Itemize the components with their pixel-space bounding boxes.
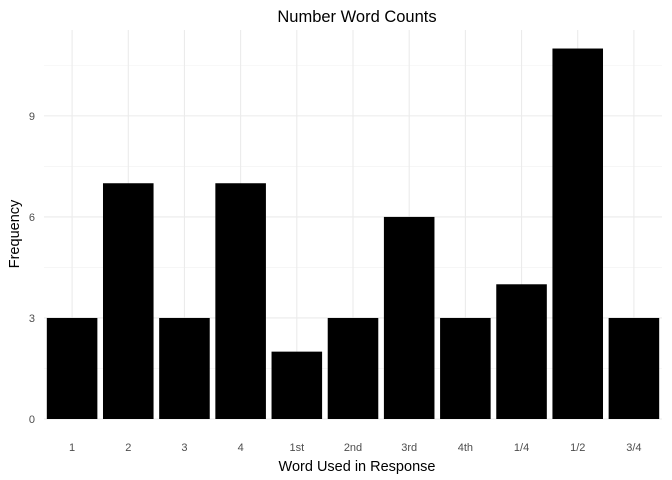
bars [46, 48, 660, 420]
x-axis-title: Word Used in Response [279, 459, 436, 475]
x-tick-label: 2nd [344, 442, 362, 454]
bar-3-4 [608, 317, 660, 419]
bar-2nd [327, 317, 379, 419]
bar-4th [440, 317, 491, 419]
y-axis-ticks: 0 3 6 9 [29, 111, 35, 426]
x-tick-label: 2 [125, 442, 131, 454]
y-axis-title: Frequency [7, 199, 23, 268]
bar-4 [215, 183, 266, 419]
bar-1 [46, 317, 98, 419]
chart-title: Number Word Counts [277, 8, 436, 26]
x-tick-label: 3/4 [626, 442, 641, 454]
bar-3 [159, 317, 210, 419]
bar-3rd [383, 216, 435, 419]
x-tick-label: 4th [458, 442, 473, 454]
y-tick-label: 9 [29, 111, 35, 123]
x-tick-label: 4 [238, 442, 244, 454]
x-tick-label: 1 [69, 442, 75, 454]
x-tick-label: 1/4 [514, 442, 529, 454]
x-tick-label: 3rd [401, 442, 417, 454]
x-axis-ticks: 1 2 3 4 1st 2nd 3rd 4th 1/4 1/2 3/4 [69, 442, 642, 454]
y-tick-label: 0 [29, 414, 35, 426]
bar-1-4 [496, 284, 547, 419]
bar-1st [271, 351, 323, 419]
y-tick-label: 6 [29, 212, 35, 224]
x-tick-label: 1st [289, 442, 304, 454]
x-tick-label: 3 [181, 442, 187, 454]
x-tick-label: 1/2 [570, 442, 585, 454]
bar-2 [102, 183, 154, 419]
bar-1-2 [552, 48, 604, 420]
y-tick-label: 3 [29, 313, 35, 325]
